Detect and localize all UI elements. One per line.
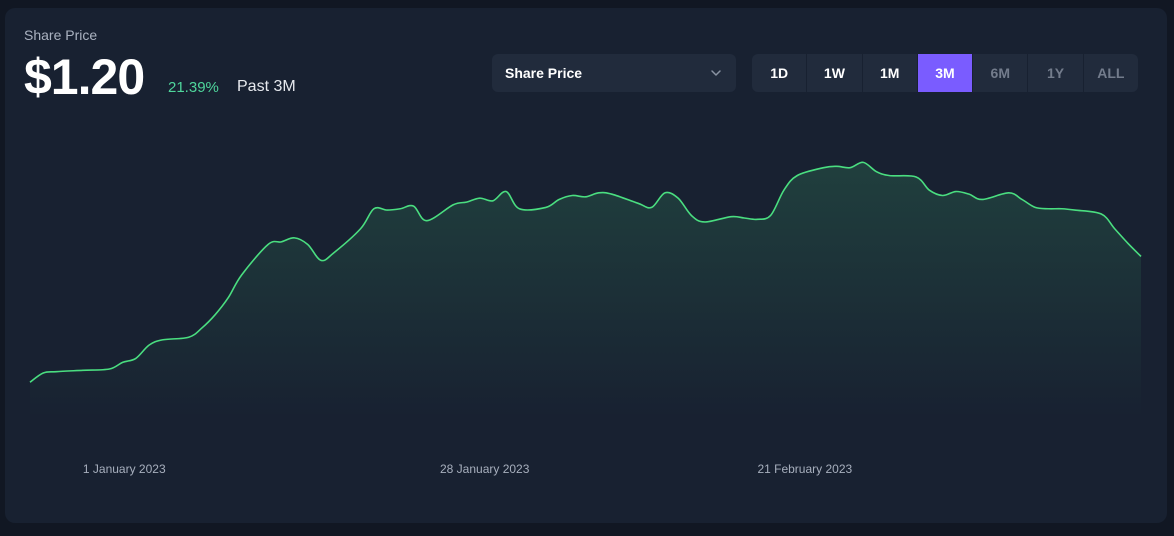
chevron-down-icon <box>710 67 722 79</box>
range-button-1d[interactable]: 1D <box>752 54 808 92</box>
current-price: $1.20 <box>24 49 145 105</box>
x-tick-label: 28 January 2023 <box>440 462 530 476</box>
price-area-fill <box>30 162 1141 418</box>
metric-label: Share Price <box>24 27 98 43</box>
price-change-percent: 21.39% <box>168 79 219 96</box>
x-tick-label: 21 February 2023 <box>757 462 852 476</box>
period-label: Past 3M <box>237 78 296 95</box>
price-line <box>29 161 1142 383</box>
metric-select-value: Share Price <box>505 65 583 81</box>
range-button-3m[interactable]: 3M <box>917 54 974 92</box>
range-button-all[interactable]: ALL <box>1097 65 1125 81</box>
metric-select[interactable]: Share Price <box>492 54 736 92</box>
range-button-6m[interactable]: 6M <box>973 54 1029 92</box>
time-range-selector: 1D 1W 1M 3M 6M 1Y ALL <box>752 54 1138 92</box>
x-tick-label: 1 January 2023 <box>83 462 166 476</box>
range-button-1y[interactable]: 1Y <box>1028 54 1084 92</box>
range-button-1m[interactable]: 1M <box>863 54 918 92</box>
range-button-1w[interactable]: 1W <box>807 54 863 92</box>
